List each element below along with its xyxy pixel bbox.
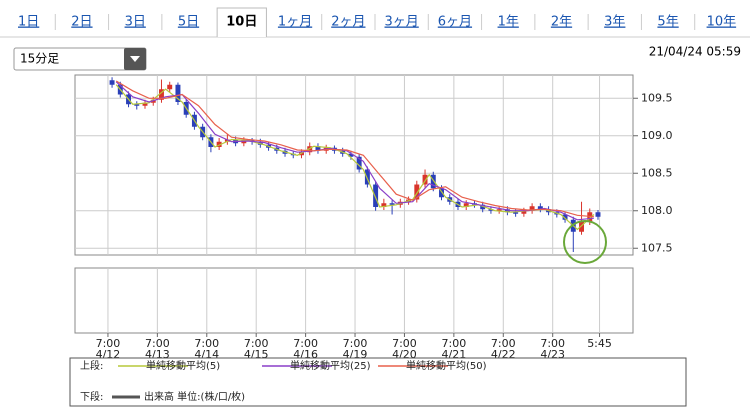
- y-tick-label: 107.5: [641, 241, 673, 254]
- x-tick-label: 7:00: [145, 337, 170, 350]
- candle-body: [504, 209, 510, 213]
- tab[interactable]: 3日: [125, 15, 146, 30]
- candle-body: [529, 206, 535, 211]
- candle-body: [430, 174, 436, 189]
- tab[interactable]: 3ヶ月: [385, 15, 419, 30]
- timestamp: 21/04/24 05:59: [649, 45, 741, 59]
- candle-body: [537, 206, 543, 210]
- y-tick-label: 108.0: [641, 204, 673, 217]
- tab[interactable]: 2年: [551, 15, 572, 30]
- x-tick-label: 7:00: [194, 337, 219, 350]
- marks: [109, 77, 601, 252]
- tab[interactable]: 5年: [657, 15, 678, 30]
- candle-body: [587, 212, 593, 222]
- candle-body: [216, 141, 222, 147]
- candle-body: [414, 184, 420, 200]
- candle-body: [134, 104, 140, 106]
- x-tick-label: 7:00: [491, 337, 516, 350]
- tab[interactable]: 5日: [178, 15, 199, 30]
- candle-body: [521, 210, 527, 214]
- tab[interactable]: 6ヶ月: [438, 15, 472, 30]
- tab[interactable]: 1ヶ月: [278, 15, 312, 30]
- candle-body: [167, 84, 173, 90]
- candle-body: [562, 214, 568, 220]
- tab[interactable]: 2日: [71, 15, 92, 30]
- x-tick-label: 7:00: [343, 337, 368, 350]
- y-tick-label: 109.0: [641, 129, 673, 142]
- legend-label: 単純移動平均(25): [290, 359, 371, 372]
- candle-body: [439, 188, 444, 198]
- candle-body: [356, 156, 362, 170]
- legend-label: 単純移動平均(5): [146, 359, 220, 372]
- candle-body: [175, 84, 181, 102]
- candle-body: [480, 204, 486, 210]
- candle-body: [109, 80, 115, 85]
- price-panel: [74, 74, 634, 256]
- candle-body: [348, 153, 354, 157]
- moving-average-line: [115, 80, 594, 218]
- candle-body: [513, 212, 519, 214]
- tab[interactable]: 10年: [707, 15, 737, 30]
- x-tick-label: 7:00: [96, 337, 121, 350]
- legend: 単純移動平均(5) 単純移動平均(25) 単純移動平均(50) 出来高 単位:(株/口…: [112, 359, 487, 403]
- candle-body: [307, 146, 313, 153]
- x-tick-label: 5:45: [587, 337, 612, 350]
- candle-body: [299, 152, 304, 156]
- volume-panel: [74, 267, 634, 334]
- y-tick-label: 108.5: [641, 166, 673, 179]
- highlight-circle: [563, 220, 607, 264]
- candle-body: [315, 146, 321, 151]
- x-tick-label: 7:00: [392, 337, 417, 350]
- candle-body: [579, 222, 584, 232]
- tab-bar: 1日 2日 3日 5日 10日 1ヶ月 2ヶ月 3ヶ月 6ヶ月 1年 2年 3年 5年 10年: [18, 7, 737, 37]
- candle-body: [159, 89, 164, 100]
- tab[interactable]: 2ヶ月: [331, 15, 365, 30]
- candle-body: [142, 102, 148, 106]
- legend-upper-label: 上段:: [80, 359, 103, 372]
- x-tick-label: 7:00: [442, 337, 467, 350]
- tab[interactable]: 10日: [226, 15, 257, 30]
- select-arrow: [130, 56, 140, 62]
- candle-body: [463, 203, 469, 207]
- candle-body: [496, 209, 502, 211]
- legend-label: 出来高 単位:(株/口/枚): [144, 390, 245, 403]
- candle-body: [381, 203, 387, 207]
- candle-body: [224, 139, 230, 142]
- candle-body: [364, 169, 370, 185]
- tab[interactable]: 3年: [604, 15, 625, 30]
- active-tab: [216, 7, 267, 37]
- x-tick-label: 7:00: [540, 337, 565, 350]
- legend-label: 単純移動平均(50): [406, 359, 487, 372]
- tab[interactable]: 1年: [498, 15, 519, 30]
- legend-lower-label: 下段:: [80, 390, 103, 403]
- moving-average-line: [115, 81, 594, 221]
- y-tick-label: 109.5: [641, 91, 673, 104]
- x-tick-label: 7:00: [244, 337, 269, 350]
- candle-body: [488, 209, 494, 211]
- tab[interactable]: 1日: [18, 15, 39, 30]
- candle-body: [373, 184, 379, 207]
- candle-body: [595, 212, 601, 217]
- interval-label: 15分足: [20, 52, 59, 66]
- moving-average-line: [115, 84, 595, 231]
- candle-body: [422, 174, 428, 185]
- x-tick-label: 7:00: [293, 337, 318, 350]
- candle-body: [389, 203, 395, 205]
